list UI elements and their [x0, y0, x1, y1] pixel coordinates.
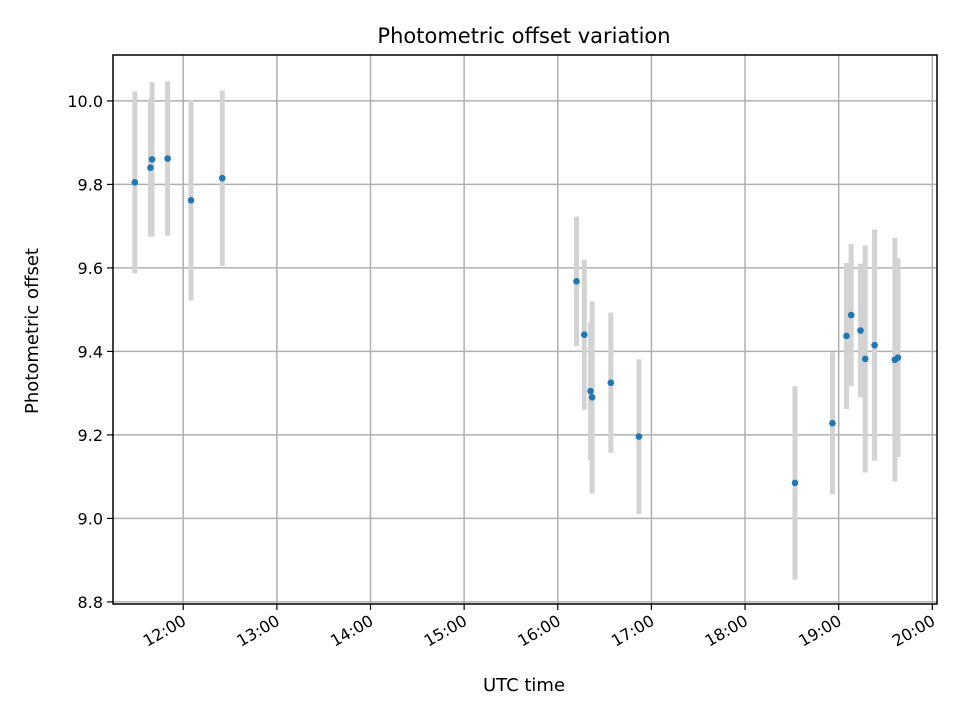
data-point	[218, 174, 226, 182]
data-point	[843, 332, 850, 340]
data-point	[148, 156, 156, 163]
y-tick-label: 8.8	[78, 593, 103, 612]
data-point	[871, 341, 878, 349]
data-point	[581, 331, 588, 339]
plot-frame	[112, 54, 938, 605]
data-point	[588, 394, 596, 401]
data-point	[857, 327, 864, 334]
data-point	[847, 311, 855, 319]
data-point	[894, 354, 902, 361]
data-point	[791, 479, 799, 487]
y-tick-label: 9.2	[78, 426, 103, 445]
plot-area	[113, 55, 937, 604]
data-point	[607, 379, 615, 387]
x-axis-label: UTC time	[483, 675, 565, 696]
data-point	[573, 277, 580, 285]
grid	[113, 55, 937, 604]
data-points	[131, 155, 902, 487]
data-point	[635, 433, 643, 440]
y-tick-label: 9.4	[78, 342, 103, 361]
data-point	[131, 179, 139, 186]
data-point	[829, 419, 836, 427]
y-axis-label: Photometric offset	[22, 248, 43, 414]
y-tick-label: 9.8	[78, 175, 103, 194]
data-point	[861, 355, 869, 363]
data-point	[187, 196, 195, 204]
y-axis-ticks: 8.8 9.0 9.2 9.4 9.6 9.8 10.0	[67, 92, 113, 612]
data-point	[147, 164, 154, 172]
y-tick-label: 9.0	[78, 509, 103, 528]
data-point	[164, 155, 171, 162]
y-tick-label: 10.0	[67, 92, 103, 111]
y-tick-label: 9.6	[78, 259, 103, 278]
chart-title: Photometric offset variation	[377, 24, 670, 48]
data-point	[587, 387, 594, 395]
